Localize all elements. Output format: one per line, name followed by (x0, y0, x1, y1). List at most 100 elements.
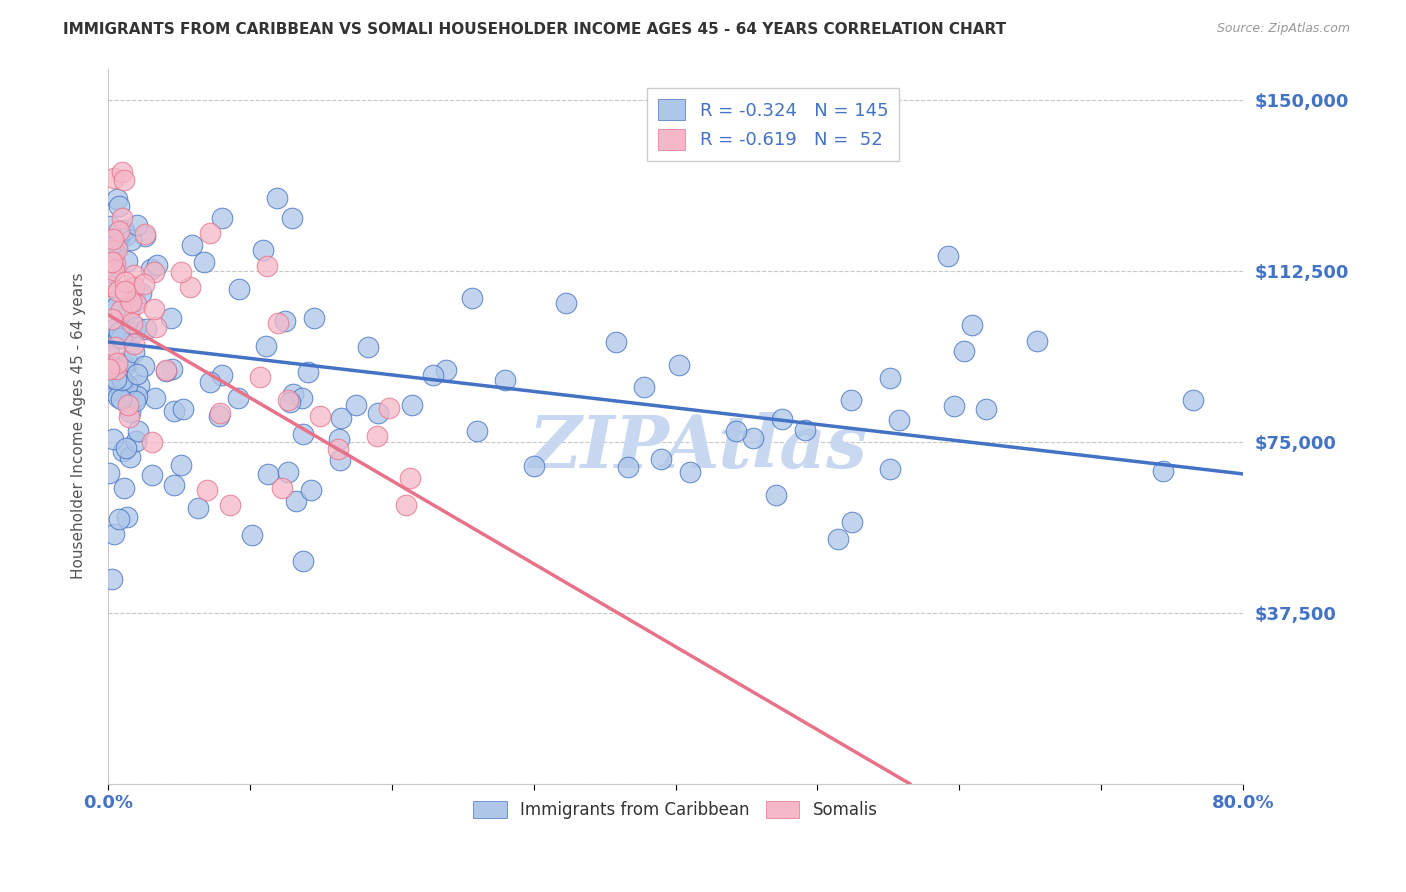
Point (124, 434, 146, 448)
Point (125, 368, 148, 382)
Point (111, 211, 134, 225)
Point (115, 441, 138, 455)
Point (328, 432, 350, 446)
Point (226, 391, 249, 405)
Point (953, 344, 976, 359)
Point (135, 322, 157, 336)
Point (114, 276, 136, 290)
Point (105, 242, 128, 256)
Point (98, 219, 121, 233)
Point (187, 501, 209, 516)
Point (211, 368, 233, 382)
Point (209, 406, 232, 420)
Point (121, 316, 143, 330)
Point (105, 226, 128, 240)
Point (330, 411, 353, 425)
Point (765, 488, 787, 502)
Point (98, 370, 121, 384)
Point (115, 378, 138, 392)
Point (160, 362, 183, 376)
Point (107, 284, 129, 298)
Point (523, 458, 546, 473)
Point (112, 481, 135, 495)
Point (401, 398, 423, 412)
Point (132, 277, 155, 291)
Point (120, 233, 142, 247)
Point (124, 294, 146, 309)
Point (104, 237, 127, 252)
Point (98, 346, 121, 360)
Point (98, 466, 121, 480)
Point (742, 430, 765, 444)
Point (465, 424, 488, 438)
Point (98, 269, 121, 284)
Point (163, 404, 186, 418)
Point (256, 259, 278, 273)
Point (122, 280, 145, 294)
Point (104, 361, 127, 376)
Point (605, 334, 627, 349)
Point (266, 190, 288, 204)
Point (117, 398, 139, 412)
Point (108, 325, 131, 339)
Point (249, 369, 271, 384)
Point (650, 451, 672, 466)
Point (103, 376, 125, 390)
Point (127, 389, 149, 403)
Point (104, 256, 127, 270)
Text: ZIPAtlas: ZIPAtlas (529, 412, 868, 483)
Point (132, 359, 155, 373)
Point (616, 460, 638, 475)
Point (180, 237, 202, 252)
Point (100, 384, 122, 398)
Point (297, 365, 319, 379)
Point (124, 394, 146, 409)
Point (326, 442, 349, 457)
Point (124, 325, 146, 339)
Point (159, 311, 181, 326)
Point (108, 199, 131, 213)
Point (100, 256, 122, 270)
Point (105, 356, 128, 370)
Point (228, 282, 250, 296)
Point (378, 401, 401, 415)
Point (104, 321, 127, 335)
Point (115, 354, 138, 368)
Point (103, 170, 125, 185)
Point (105, 238, 128, 252)
Point (110, 331, 132, 345)
Point (960, 318, 983, 332)
Point (329, 452, 352, 467)
Point (118, 303, 141, 318)
Point (555, 295, 578, 310)
Point (115, 510, 138, 524)
Point (101, 255, 124, 269)
Point (252, 243, 274, 257)
Point (141, 467, 163, 482)
Legend: Immigrants from Caribbean, Somalis: Immigrants from Caribbean, Somalis (467, 794, 884, 825)
Point (104, 372, 127, 386)
Point (302, 310, 325, 325)
Point (794, 424, 817, 438)
Point (179, 280, 201, 294)
Point (141, 434, 163, 449)
Point (114, 359, 136, 373)
Point (257, 467, 280, 482)
Point (98, 295, 121, 310)
Point (112, 173, 135, 187)
Point (200, 226, 222, 240)
Point (299, 483, 322, 497)
Point (118, 385, 141, 400)
Point (434, 363, 457, 377)
Point (274, 313, 297, 327)
Point (1025, 334, 1047, 348)
Point (211, 211, 233, 225)
Point (195, 483, 218, 497)
Point (111, 376, 134, 391)
Point (100, 240, 122, 254)
Point (494, 373, 516, 387)
Point (170, 265, 193, 279)
Point (111, 165, 134, 179)
Point (100, 264, 122, 278)
Point (143, 391, 166, 405)
